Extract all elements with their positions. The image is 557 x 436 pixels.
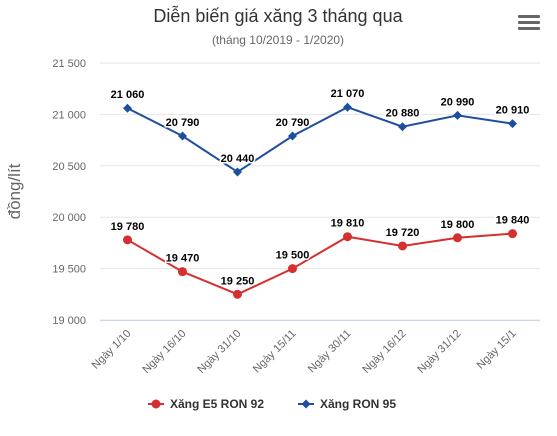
- data-label: 20 880: [386, 108, 420, 120]
- data-label: 19 800: [441, 219, 475, 231]
- legend-marker: [301, 399, 311, 409]
- data-point[interactable]: [398, 122, 407, 132]
- y-tick-label: 21 500: [52, 58, 86, 70]
- y-tick-label: 21 000: [52, 109, 86, 121]
- data-label: 19 500: [276, 250, 310, 262]
- data-point[interactable]: [233, 167, 242, 177]
- data-label: 21 060: [111, 89, 145, 101]
- x-tick-label: Ngày 31/12: [415, 328, 463, 376]
- data-point[interactable]: [288, 131, 297, 141]
- grid-lines: [100, 62, 540, 321]
- x-axis-ticks: Ngày 1/10 Ngày 16/10 Ngày 31/10 Ngày 15/11 N…: [90, 328, 519, 376]
- x-tick-label: Ngày 1/10: [90, 328, 134, 372]
- data-point[interactable]: [123, 103, 132, 113]
- x-tick-label: Ngày 15/1: [475, 328, 519, 372]
- hamburger-menu-icon[interactable]: [518, 12, 540, 34]
- data-labels: 19 780 19 470 19 250 19 500 19 810 19 720 19 8…: [109, 87, 531, 289]
- x-tick-label: Ngày 16/12: [360, 328, 408, 376]
- series-line: [127, 106, 513, 174]
- data-label: 20 440: [221, 153, 255, 165]
- y-axis-title: đồng/lít: [5, 163, 24, 219]
- data-label: 19 780: [111, 221, 145, 233]
- x-tick-label: Ngày 30/11: [306, 328, 354, 376]
- data-point[interactable]: [178, 131, 187, 141]
- data-label: 21 070: [331, 88, 365, 100]
- data-label: 19 810: [331, 218, 365, 230]
- chart-title: Diễn biến giá xăng 3 tháng qua: [153, 5, 403, 26]
- y-axis-ticks: 19 000 19 500 20 000 20 500 21 000 21 500: [52, 58, 86, 327]
- legend-item[interactable]: Xăng E5 RON 92: [170, 397, 264, 411]
- series-layer: [123, 102, 517, 299]
- data-point[interactable]: [343, 102, 352, 112]
- legend-marker: [151, 399, 161, 409]
- data-point[interactable]: [508, 119, 517, 129]
- data-point[interactable]: [508, 229, 517, 239]
- data-point[interactable]: [453, 233, 462, 243]
- data-point[interactable]: [343, 232, 352, 242]
- y-tick-label: 20 500: [52, 161, 86, 173]
- x-tick-label: Ngày 15/11: [251, 328, 299, 376]
- data-point[interactable]: [288, 264, 297, 274]
- data-label: 20 990: [441, 96, 475, 108]
- data-label: 20 910: [496, 105, 530, 117]
- y-tick-label: 20 000: [52, 212, 86, 224]
- data-label: 19 840: [496, 215, 530, 227]
- data-label: 19 720: [386, 227, 420, 239]
- x-tick-label: Ngày 31/10: [195, 328, 243, 376]
- x-tick-label: Ngày 16/10: [140, 328, 188, 376]
- data-point[interactable]: [398, 241, 407, 251]
- chart-subtitle: (tháng 10/2019 - 1/2020): [212, 33, 344, 47]
- data-point[interactable]: [453, 110, 462, 120]
- y-tick-label: 19 000: [52, 315, 86, 327]
- legend: Xăng E5 RON 92 Xăng RON 95: [148, 397, 396, 411]
- data-label: 19 250: [221, 275, 255, 287]
- data-label: 20 790: [166, 117, 200, 129]
- y-tick-label: 19 500: [52, 264, 86, 276]
- legend-item[interactable]: Xăng RON 95: [320, 397, 396, 411]
- data-point[interactable]: [178, 267, 187, 277]
- series-line: [126, 232, 513, 296]
- data-point[interactable]: [233, 289, 242, 299]
- data-point[interactable]: [123, 235, 132, 245]
- data-label: 19 470: [166, 253, 200, 265]
- data-label: 20 790: [276, 117, 310, 129]
